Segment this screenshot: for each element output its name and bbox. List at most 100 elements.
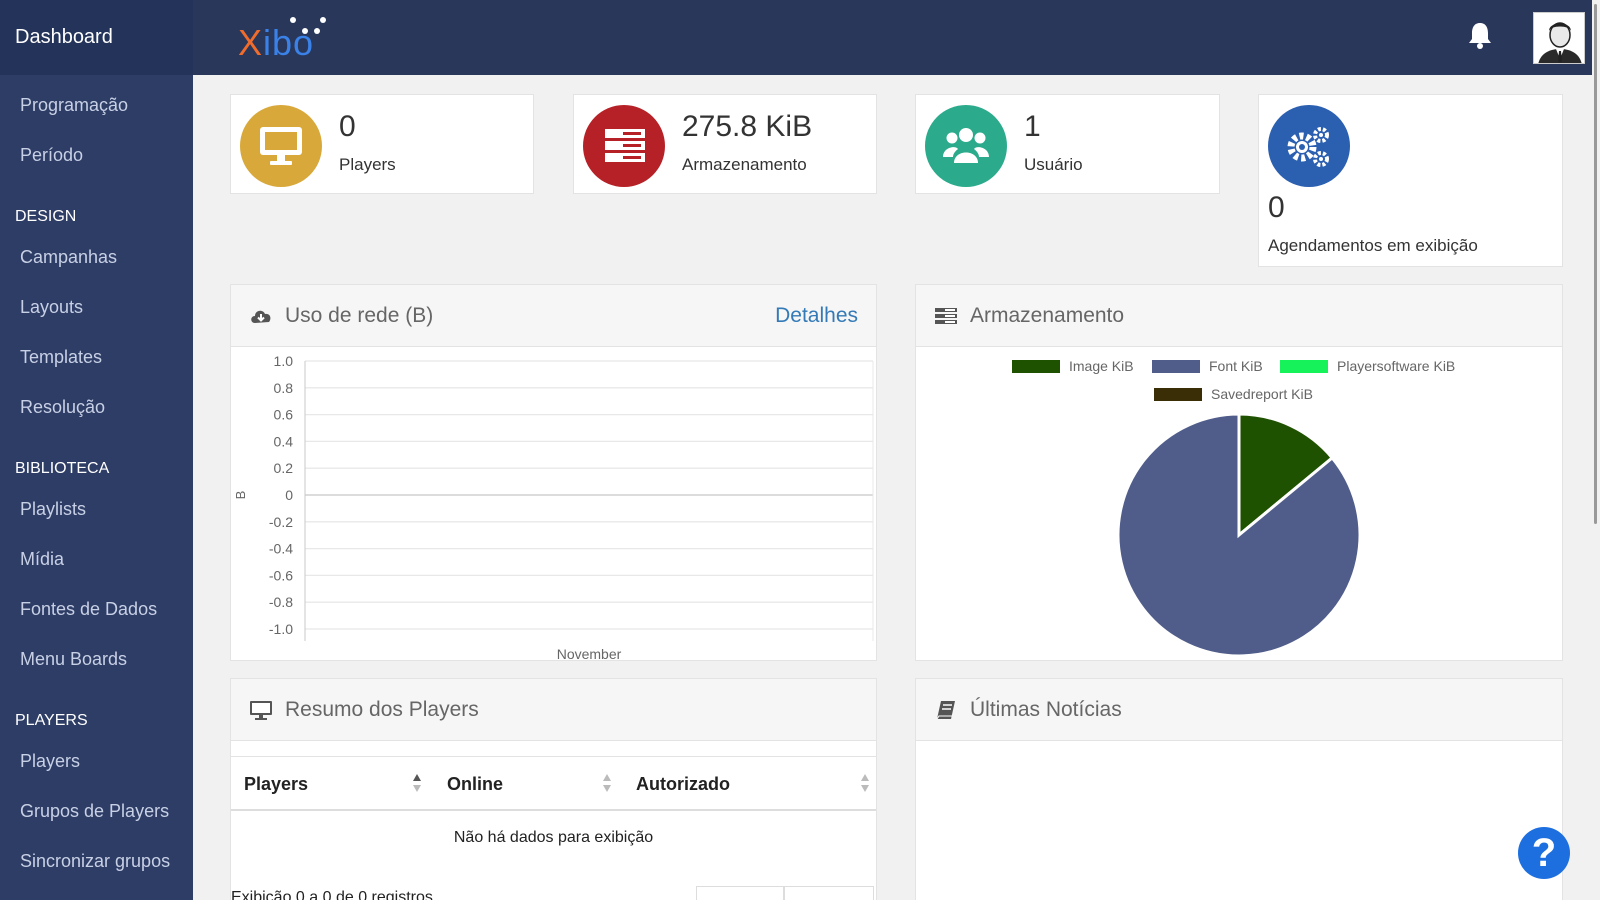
legend-label: Savedreport KiB bbox=[1211, 386, 1313, 402]
storage-panel: Armazenamento Image KiB Font KiB Playersof… bbox=[915, 284, 1563, 661]
y-tick-label: -0.4 bbox=[269, 541, 293, 557]
details-link[interactable]: Detalhes bbox=[775, 304, 858, 327]
dashboard-link[interactable]: Dashboard bbox=[0, 0, 193, 75]
stat-label: Armazenamento bbox=[682, 155, 807, 174]
stat-card-storage[interactable]: 275.8 KiB Armazenamento bbox=[573, 94, 877, 194]
y-tick-label: 0.8 bbox=[274, 380, 294, 396]
sidebar-item-resolucao[interactable]: Resolução bbox=[20, 397, 106, 417]
sidebar-item-playlists[interactable]: Playlists bbox=[20, 499, 87, 519]
stat-label: Players bbox=[339, 155, 396, 174]
logo-letter-x: X bbox=[238, 22, 264, 63]
sidebar-item-grupos-de-players[interactable]: Grupos de Players bbox=[20, 801, 170, 821]
x-tick-label: November bbox=[557, 646, 622, 661]
panel-header: Resumo dos Players bbox=[231, 679, 876, 741]
stat-circle bbox=[583, 105, 665, 187]
players-summary-panel: Resumo dos Players Players Online Autori… bbox=[230, 678, 877, 900]
legend-label: Image KiB bbox=[1069, 358, 1134, 374]
y-tick-label: -1.0 bbox=[269, 621, 293, 637]
panel-header: Últimas Notícias bbox=[916, 679, 1562, 741]
gears-icon bbox=[1287, 127, 1329, 167]
panel-header: Uso de rede (B) Detalhes bbox=[231, 285, 876, 347]
stat-card-schedules[interactable]: 0 Agendamentos em exibição bbox=[1258, 94, 1563, 267]
sort-icon[interactable] bbox=[603, 772, 611, 794]
sidebar-item-menu-boards[interactable]: Menu Boards bbox=[20, 649, 128, 669]
server-icon bbox=[935, 308, 957, 324]
users-icon bbox=[943, 128, 989, 163]
sidebar-item-templates[interactable]: Templates bbox=[20, 347, 103, 367]
stat-value: 0 bbox=[339, 110, 356, 143]
storage-pie-chart: Image KiB Font KiB Playersoftware KiB Saved… bbox=[1012, 358, 1455, 658]
network-line-chart: 1.0 0.8 0.6 0.4 0.2 0 -0.2 -0.4 -0.6 -0.8 -1.0 B Nov… bbox=[233, 353, 874, 661]
legend-swatch bbox=[1152, 360, 1200, 373]
panel-title: Uso de rede (B) bbox=[285, 304, 434, 327]
stat-card-players[interactable]: 0 Players bbox=[230, 94, 534, 194]
sidebar-item-campanhas[interactable]: Campanhas bbox=[20, 247, 118, 267]
panel-title: Armazenamento bbox=[970, 304, 1125, 327]
pager-next[interactable] bbox=[784, 886, 874, 900]
legend-swatch bbox=[1280, 360, 1328, 373]
bell-icon[interactable] bbox=[1466, 20, 1494, 50]
y-tick-label: -0.8 bbox=[269, 594, 293, 610]
cloud-download-icon bbox=[251, 310, 271, 323]
help-question-icon: ? bbox=[1531, 831, 1557, 875]
stat-value: 275.8 KiB bbox=[682, 110, 813, 143]
legend-swatch bbox=[1012, 360, 1060, 373]
y-tick-label: 1.0 bbox=[274, 353, 294, 369]
column-players[interactable]: Players bbox=[244, 774, 309, 794]
page-scrollbar[interactable] bbox=[1592, 0, 1600, 900]
sidebar-header-design: DESIGN bbox=[15, 208, 77, 225]
xibo-logo[interactable]: Xibo bbox=[238, 14, 338, 64]
sidebar-header-players: PLAYERS bbox=[15, 712, 88, 729]
sidebar-item-fontes-de-dados[interactable]: Fontes de Dados bbox=[20, 599, 158, 619]
user-avatar[interactable] bbox=[1533, 12, 1585, 64]
monitor-icon bbox=[260, 127, 302, 165]
y-tick-label: 0 bbox=[285, 487, 293, 503]
y-axis-label: B bbox=[233, 491, 248, 500]
network-usage-panel: Uso de rede (B) Detalhes 1.0 0.8 0.6 0.4 0.2… bbox=[230, 284, 877, 661]
sidebar-item-players[interactable]: Players bbox=[20, 751, 81, 771]
stat-circle bbox=[925, 105, 1007, 187]
legend-label: Playersoftware KiB bbox=[1337, 358, 1455, 374]
table-info: Exibição 0 a 0 de 0 registros bbox=[231, 889, 433, 900]
panel-title: Resumo dos Players bbox=[285, 698, 479, 721]
legend-label: Font KiB bbox=[1209, 358, 1263, 374]
y-tick-label: 0.6 bbox=[274, 407, 294, 423]
scrollbar-thumb[interactable] bbox=[1594, 4, 1597, 524]
stat-value: 1 bbox=[1024, 110, 1041, 143]
sidebar-item-sincronizar-grupos[interactable]: Sincronizar grupos bbox=[20, 851, 171, 871]
sidebar-header-biblioteca: BIBLIOTECA bbox=[15, 460, 110, 477]
pie-slice bbox=[1116, 412, 1362, 658]
help-button[interactable]: ? bbox=[1518, 827, 1570, 879]
panel-title: Últimas Notícias bbox=[970, 698, 1122, 721]
y-tick-label: -0.6 bbox=[269, 567, 293, 583]
stat-card-users[interactable]: 1 Usuário bbox=[915, 94, 1220, 194]
stat-label: Usuário bbox=[1024, 155, 1083, 174]
sort-icon[interactable] bbox=[413, 772, 421, 794]
news-panel: Últimas Notícias bbox=[915, 678, 1563, 900]
empty-table-message: Não há dados para exibição bbox=[453, 829, 654, 846]
column-autorizado[interactable]: Autorizado bbox=[636, 774, 730, 794]
sort-icon[interactable] bbox=[861, 772, 869, 794]
sidebar-item-midia[interactable]: Mídia bbox=[20, 549, 65, 569]
stat-value: 0 bbox=[1268, 191, 1285, 224]
pie-slice bbox=[1237, 412, 1335, 539]
table-header: Players Online Autorizado bbox=[231, 756, 876, 811]
stat-label: Agendamentos em exibição bbox=[1268, 236, 1478, 255]
column-online[interactable]: Online bbox=[447, 774, 504, 794]
y-tick-label: -0.2 bbox=[269, 514, 293, 530]
top-navbar: Dashboard Xibo bbox=[0, 0, 1600, 75]
pager-previous[interactable] bbox=[696, 886, 784, 900]
sidebar-item-periodo[interactable]: Período bbox=[20, 145, 84, 165]
sidebar-item-programacao[interactable]: Programação bbox=[20, 95, 129, 115]
server-icon bbox=[605, 129, 645, 162]
stat-circle bbox=[1268, 105, 1350, 187]
legend-swatch bbox=[1154, 388, 1202, 401]
y-tick-label: 0.2 bbox=[274, 460, 294, 476]
monitor-icon bbox=[250, 701, 272, 720]
y-tick-label: 0.4 bbox=[274, 433, 294, 449]
stat-circle bbox=[240, 105, 322, 187]
panel-header: Armazenamento bbox=[916, 285, 1562, 347]
book-icon bbox=[936, 701, 955, 720]
sidebar-item-layouts[interactable]: Layouts bbox=[20, 297, 84, 317]
sidebar: Programação Período DESIGN Campanhas Lay… bbox=[0, 75, 193, 900]
